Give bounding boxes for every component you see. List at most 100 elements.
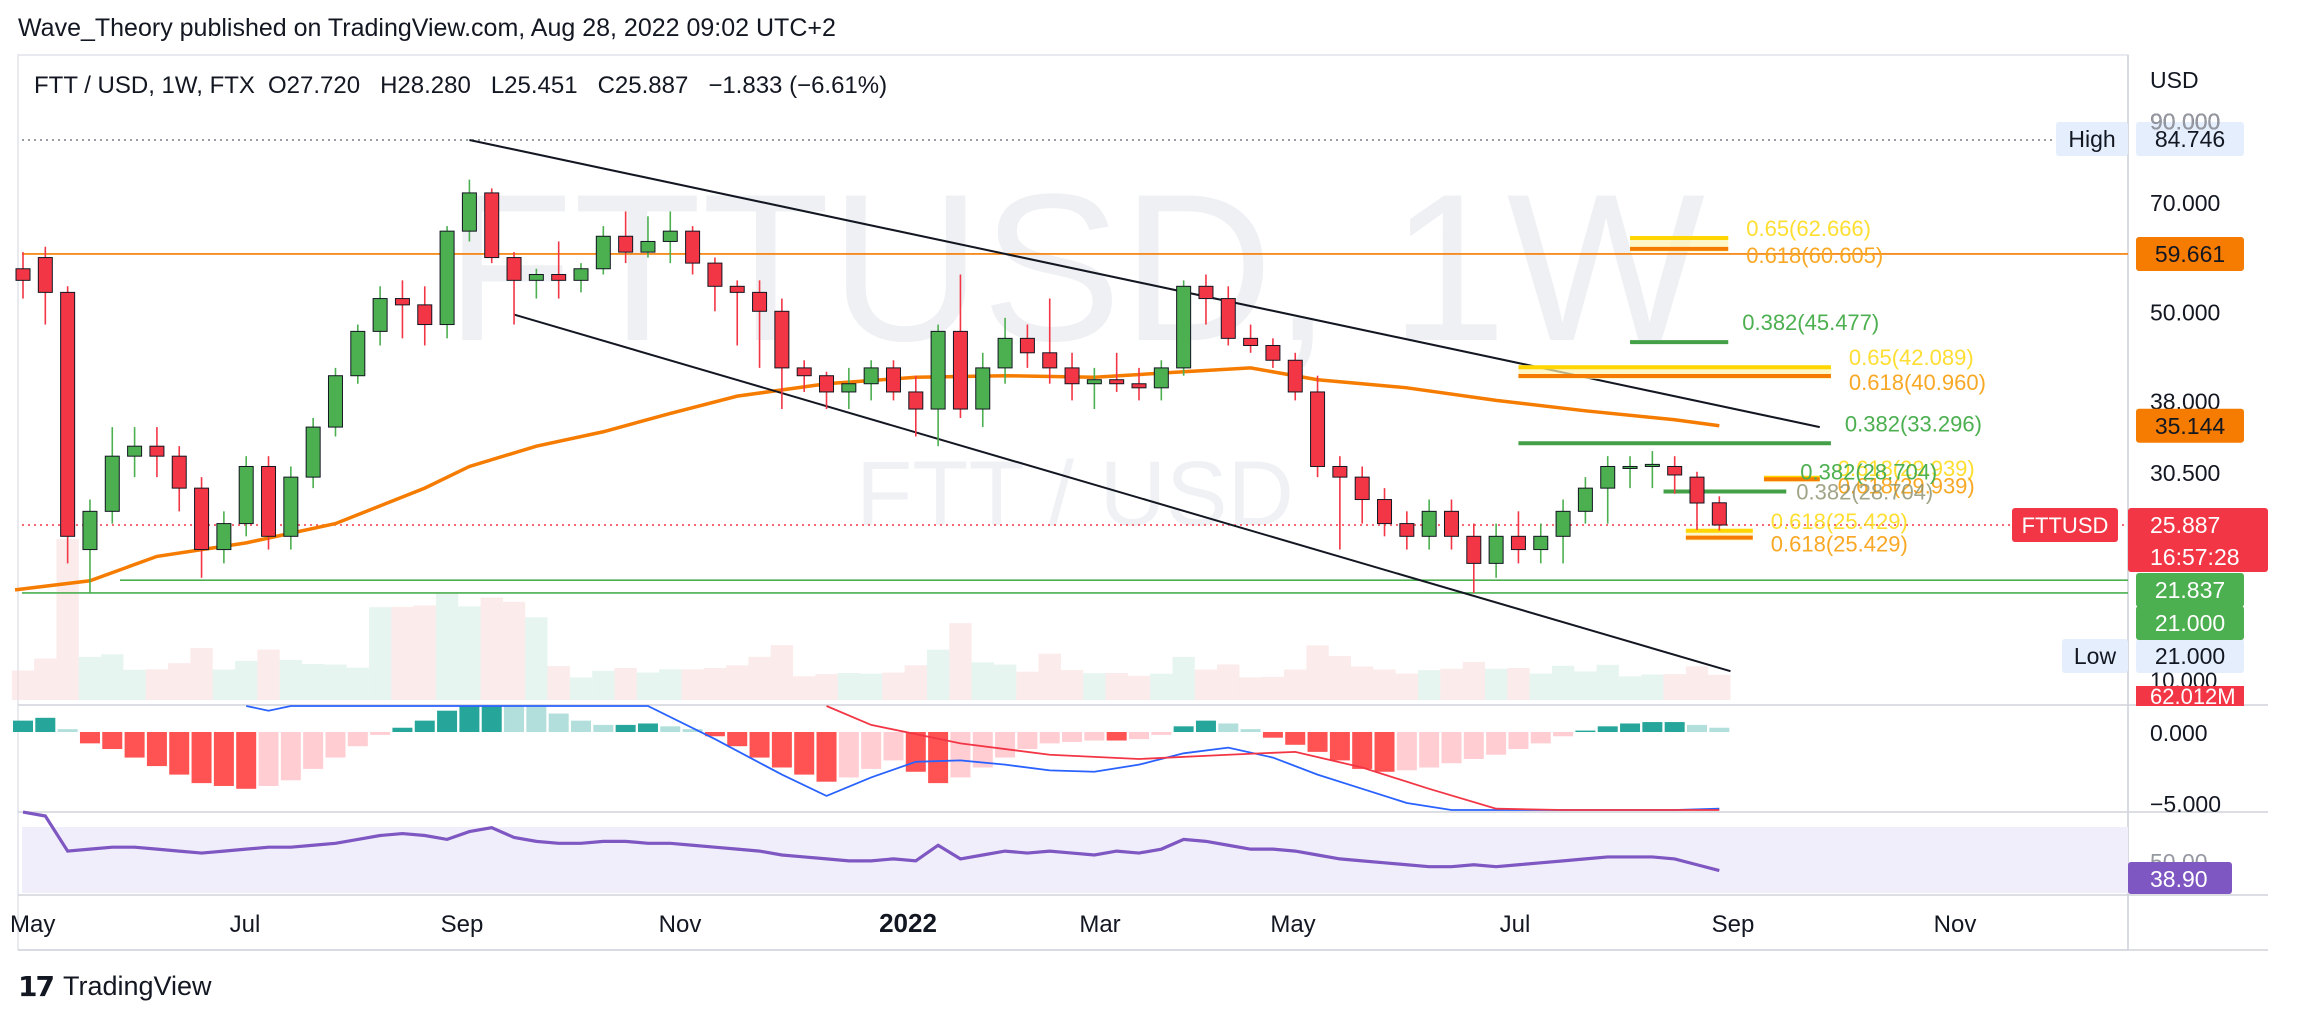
volume-bar [101,654,124,700]
volume-bar [346,667,369,700]
ohlc-line: O27.720 H28.280 L25.451 C25.887 −1.833 (… [268,72,887,99]
chart-frame [17,54,2268,951]
macd-histogram-bar [816,732,837,782]
macd-histogram-bar [1508,732,1529,750]
tradingview-logo[interactable]: 𝟭𝟳 TradingView [18,970,212,1003]
candle-body [729,285,745,293]
candle-body [595,235,611,270]
fib-label-bottom: 0.618(60.605) [1746,243,1883,268]
macd-histogram-bar [1240,729,1261,732]
candle-body [997,337,1013,369]
candle-body [685,230,701,264]
time-tick: Jul [230,911,261,938]
candle-body [752,291,768,312]
volume-bar [592,670,615,700]
logo-text: TradingView [62,971,212,1001]
time-tick: May [1270,911,1315,938]
volume-bar [1507,668,1530,700]
price-tick: 50.000 [2150,299,2220,325]
volume-bar [1127,675,1151,700]
low-label: Low [2074,643,2117,669]
candle-body [841,383,857,393]
time-axis: May Jul Sep Nov 2022 Mar May Jul Sep Nov [10,908,1976,938]
candle-body [327,375,343,428]
candle-body [372,298,388,332]
candle-body [82,510,98,551]
candle-body [1399,523,1415,537]
level-tag-green-1: 21.837 [2155,577,2225,603]
level-tag-green-2-bg [2136,606,2244,640]
macd-histogram-bar [1486,732,1507,755]
macd-histogram-bar [637,723,658,732]
fib-label-top: 0.65(62.666) [1746,216,1871,241]
candle-body [283,476,299,537]
candle-body [1644,463,1660,467]
volume-bar [1083,673,1106,700]
macd-histogram-bar [682,729,703,732]
volume-bar [1596,664,1619,700]
watermark-symbol: FTTUSD, 1W [445,150,1705,385]
fib-label-top: 0.618(25.429) [1771,509,1908,534]
fib-label-bottom: 0.618(29.939) [1838,473,1975,498]
time-tick: Nov [659,911,702,938]
candle-body [439,230,455,326]
volume-bar [1551,665,1575,700]
volume-bar [882,672,905,700]
fib-label-bottom: 0.618(40.960) [1849,370,1986,395]
candle-body [350,330,366,377]
macd-histogram-bar [1709,727,1730,732]
volume-bar [413,605,436,700]
volume-bar [458,606,481,700]
volume-bar [1060,670,1084,700]
macd-histogram-bar [169,732,190,775]
level-tag-orange: 59.661 [2155,241,2225,267]
fib-zone-fill [1685,528,1753,541]
candle-body [194,487,210,551]
fib-green-label: 0.382(33.296) [1845,411,1982,436]
rsi-band [22,827,2128,893]
low-price-tag-bg [2136,639,2244,673]
macd-histogram-bar [347,732,368,747]
macd-histogram-bar [548,713,569,732]
macd-histogram-bar [1553,732,1574,737]
candle-body [104,455,120,512]
channel-lower-line [513,313,1731,673]
volume-bar [748,656,771,700]
price-tick: 70.000 [2150,190,2220,216]
macd-histogram-bar [1039,732,1060,744]
candle-body [506,257,522,281]
fib-label-top: 0.65(42.089) [1849,345,1974,370]
time-tick: Sep [1712,911,1755,938]
low-label-bg [2062,639,2128,673]
candle-body [37,257,53,293]
macd-histogram-bar [1575,730,1596,732]
macd-histogram-bar [79,732,100,744]
candle-body [484,192,500,259]
tv-logo-icon: 𝟭𝟳 [18,971,55,1002]
candles [15,179,1727,593]
macd-histogram-bar [258,732,279,786]
candle-body [1019,337,1035,354]
fib-overlap-label: 0.382(28.704) [1796,480,1933,505]
macd-histogram-bar [1419,732,1440,768]
volume-bar [1440,668,1463,700]
candle-body [1443,510,1459,537]
price-tick: 30.500 [2150,460,2220,486]
time-tick: Mar [1079,911,1120,938]
candle-body [1488,535,1504,564]
fib-label-bottom: 0.618(25.429) [1771,532,1908,557]
volume-bar [123,669,146,700]
volume-bar [1618,676,1642,700]
candle-body [551,274,567,281]
volume-bar [1418,670,1441,700]
macd-histogram-bar [325,732,346,758]
volume-bar [279,660,302,700]
candle-body [1220,298,1236,339]
macd-histogram-bar [1129,732,1149,740]
candle-body [60,291,76,537]
volume-bar [1105,673,1128,700]
currency-label: USD [2150,67,2199,93]
ma-tag: 35.144 [2155,413,2226,439]
candle-body [1176,285,1192,369]
